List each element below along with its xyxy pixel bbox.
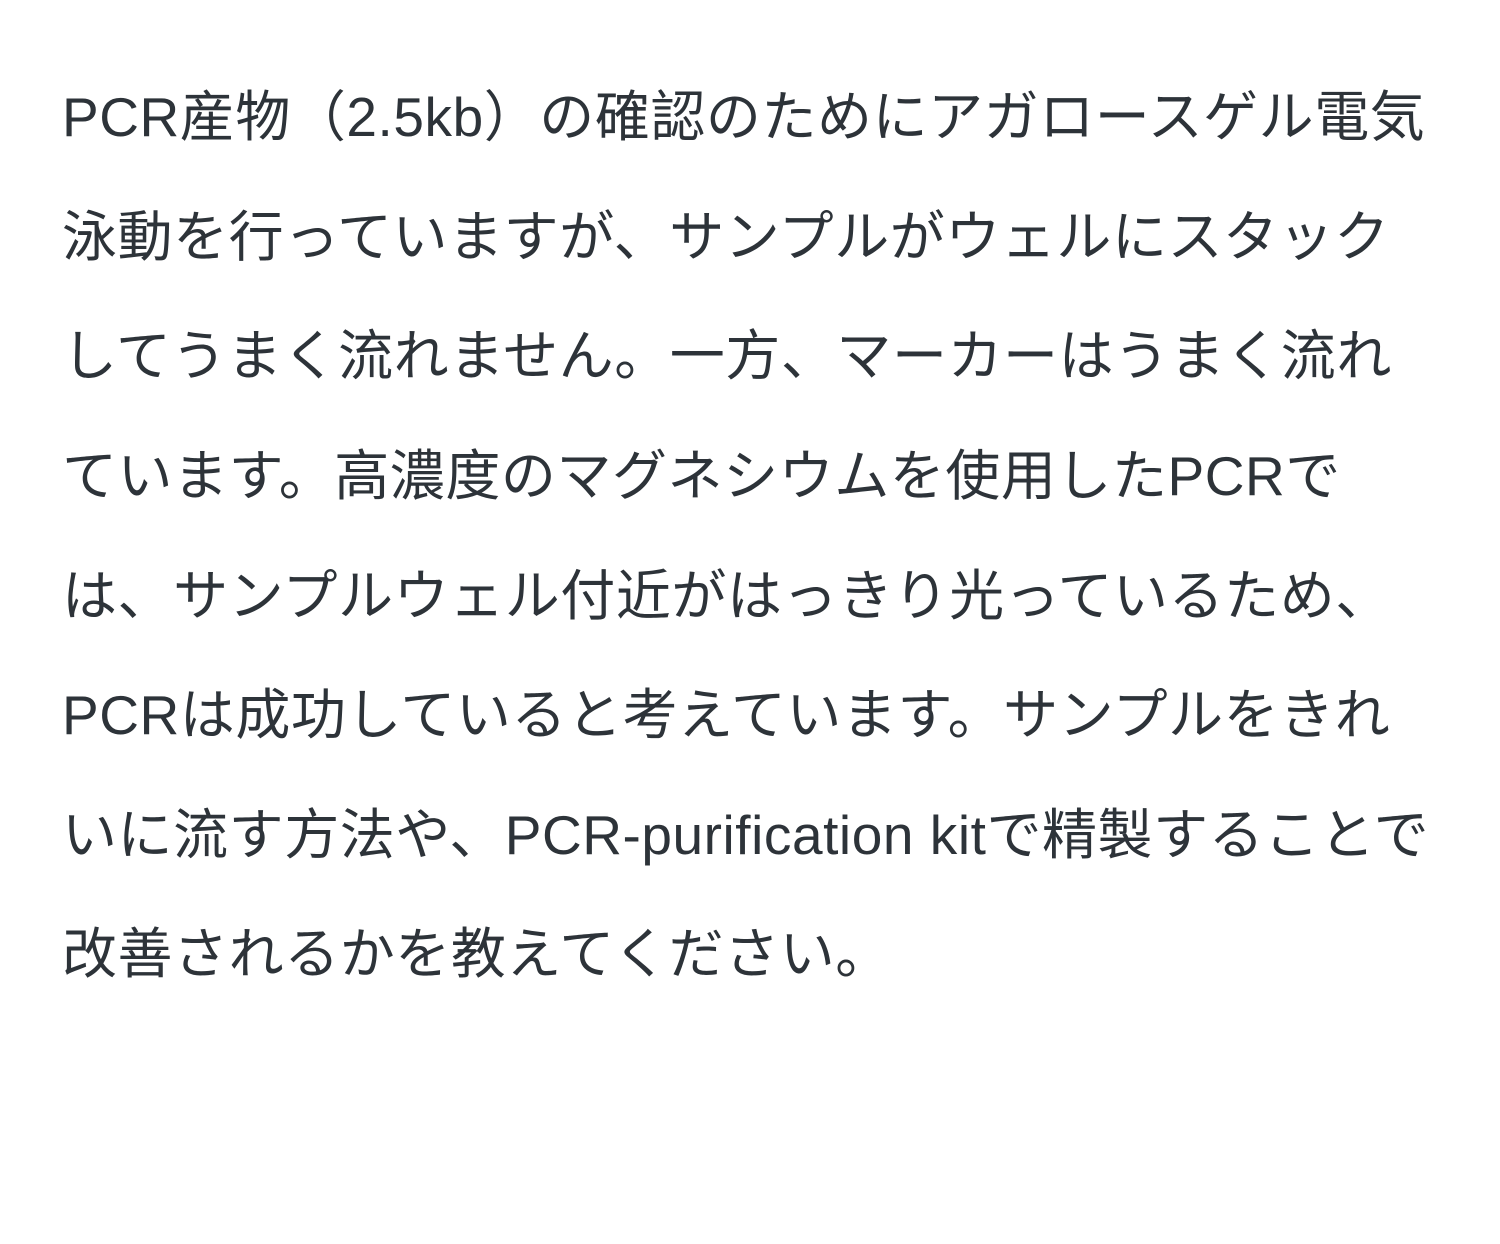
body-paragraph: PCR産物（2.5kb）の確認のためにアガロースゲル電気泳動を行っていますが、サ… xyxy=(62,58,1438,1015)
